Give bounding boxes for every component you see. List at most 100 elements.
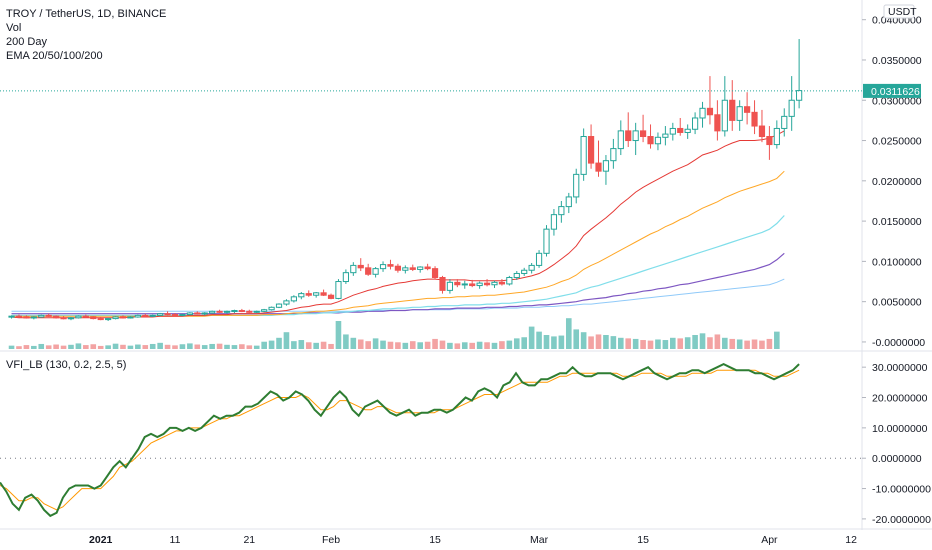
candle-body — [179, 314, 186, 317]
vfi-line — [0, 362, 800, 518]
candle-body — [573, 173, 580, 198]
indicator-ema[interactable]: EMA 20/50/100/200 — [6, 50, 103, 62]
candle — [491, 280, 498, 288]
volume-bar — [142, 345, 149, 349]
candle — [261, 308, 268, 313]
candle-body — [773, 127, 780, 146]
candle — [669, 122, 676, 141]
price-axis[interactable]: 0.04000000.03500000.03000000.02500000.02… — [862, 4, 925, 349]
candle — [394, 263, 401, 273]
volume-bar — [714, 334, 721, 349]
candle-body — [67, 317, 75, 320]
candle — [335, 279, 342, 300]
candle — [773, 120, 780, 149]
candle-body — [446, 281, 454, 291]
candle — [223, 310, 231, 314]
candle — [53, 315, 60, 319]
volume-bar — [684, 337, 691, 349]
price-tick-label: 0.0050000 — [872, 297, 922, 309]
candle-body — [238, 310, 245, 313]
candle-body — [8, 315, 15, 318]
volume-bar — [461, 342, 468, 349]
candle — [275, 303, 283, 309]
volume-bar — [409, 341, 416, 349]
candle-body — [469, 283, 476, 287]
candle — [461, 280, 468, 289]
candle-body — [699, 107, 706, 119]
candle-body — [209, 310, 216, 314]
candle-body — [82, 315, 89, 318]
price-pane[interactable] — [0, 39, 862, 349]
candle-body — [387, 264, 394, 267]
candle-body — [127, 316, 134, 319]
candle-body — [379, 264, 387, 270]
date-axis[interactable]: 20211121Feb15Mar15Apr1226 — [89, 534, 932, 546]
volume-bar — [313, 342, 319, 349]
date-label: 2021 — [89, 534, 113, 546]
candle — [662, 126, 669, 146]
candle — [573, 168, 580, 204]
volume-bar — [536, 331, 542, 349]
candle — [209, 310, 216, 314]
volume-bar — [149, 343, 156, 349]
volume-bar — [647, 340, 654, 349]
candle — [543, 225, 550, 257]
volume-bar — [618, 337, 624, 349]
candle-body — [491, 281, 498, 286]
candle — [320, 289, 327, 297]
candle — [654, 132, 662, 151]
candle-body — [744, 106, 751, 113]
volume-bar — [595, 334, 602, 349]
candle — [305, 290, 312, 297]
candle-body — [736, 106, 743, 121]
vfi-pane[interactable] — [0, 362, 862, 518]
candle-body — [365, 267, 372, 275]
candle — [610, 138, 617, 169]
vfi-axis[interactable]: 30.0000000 20.0000000 10.0000000 0.0000000 -… — [862, 362, 931, 526]
date-label: Mar — [530, 534, 549, 546]
candle-body — [112, 316, 119, 320]
candle-body — [550, 214, 558, 230]
candle — [758, 109, 766, 143]
candle — [431, 266, 439, 280]
candle-body — [721, 99, 728, 132]
candle-body — [788, 99, 795, 117]
indicator-vol[interactable]: Vol — [6, 22, 22, 34]
candle-body — [201, 312, 208, 315]
volume-bar — [395, 342, 401, 349]
price-tick-label: 0.0150000 — [872, 216, 922, 228]
candle — [498, 279, 506, 286]
vfi-tick-label: 0.0000000 — [872, 453, 922, 465]
volume-bar — [68, 344, 74, 349]
candle — [706, 76, 714, 125]
volume-bar — [640, 340, 646, 349]
candle-body — [439, 276, 446, 291]
indicator-200-day[interactable]: 200 Day — [6, 36, 47, 48]
candle — [313, 291, 320, 298]
ema20-line — [11, 130, 785, 319]
candle — [134, 314, 141, 318]
volume-bar — [105, 345, 111, 349]
candle — [372, 267, 379, 278]
volume-bar — [759, 340, 765, 349]
volume-bar — [707, 337, 713, 349]
volume-bar — [521, 337, 528, 349]
candle — [67, 316, 75, 321]
volume-bar — [736, 339, 743, 349]
candle-body — [639, 130, 647, 138]
volume-bar — [45, 345, 52, 349]
volume-bar — [766, 338, 773, 349]
candle — [45, 313, 52, 317]
volume-bar — [432, 338, 438, 349]
vfi-title[interactable]: VFI_LB (130, 0.2, 2.5, 5) — [6, 359, 127, 371]
candle — [119, 315, 127, 319]
volume-bar — [751, 339, 758, 349]
symbol-title[interactable]: TROY / TetherUS, 1D, BINANCE — [6, 8, 167, 20]
candle — [387, 259, 394, 270]
candle — [149, 314, 156, 317]
candle — [127, 316, 134, 319]
candle-body — [781, 115, 788, 129]
date-label: 15 — [429, 534, 441, 546]
candle — [580, 128, 587, 181]
